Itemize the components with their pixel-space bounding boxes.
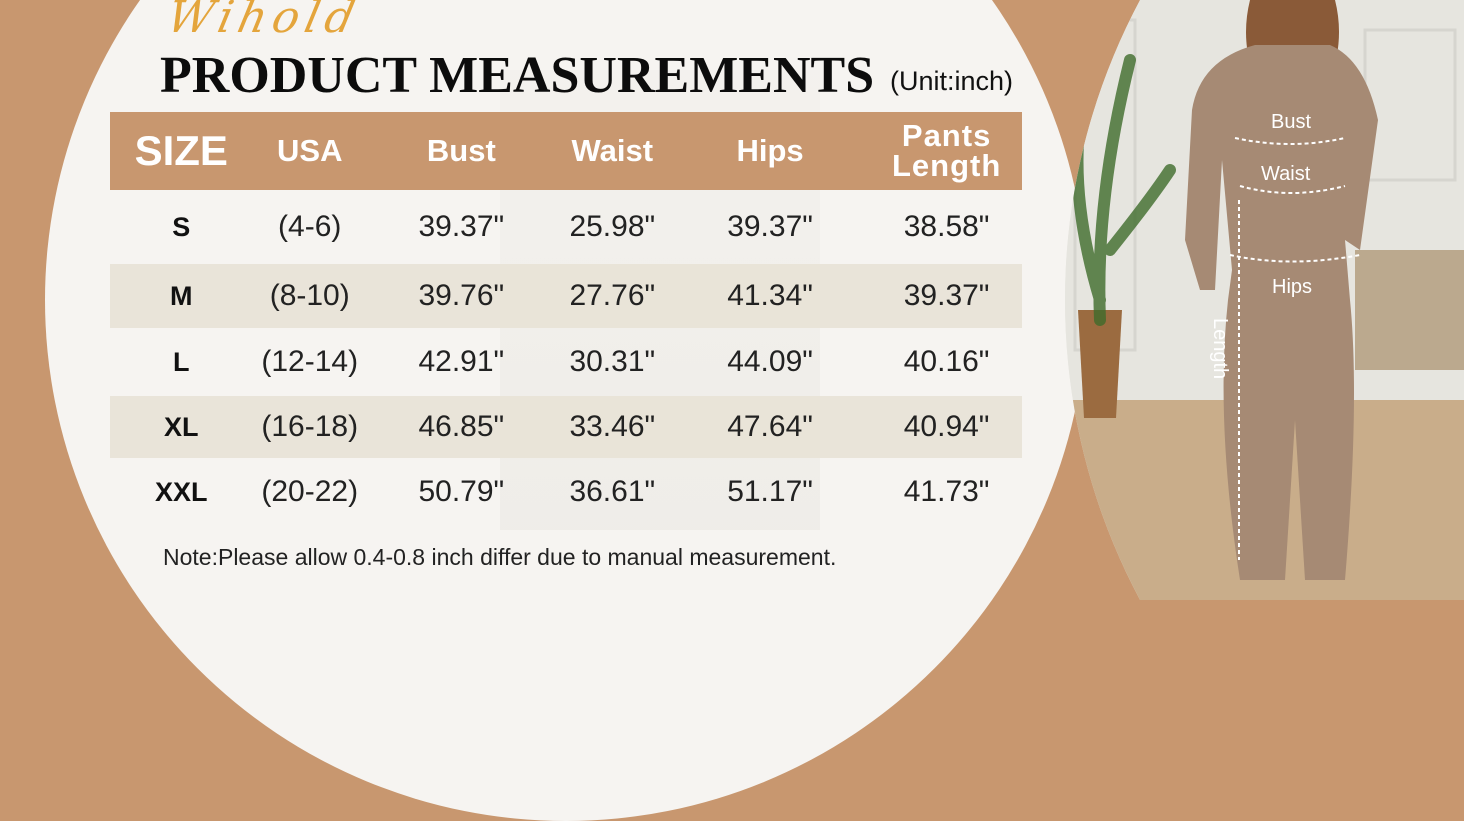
cell: 27.76" xyxy=(555,264,669,328)
cabinet xyxy=(1355,250,1464,370)
size-table: SIZE USA Bust Waist Hips Pants Length S … xyxy=(110,112,1022,526)
length-label: Length xyxy=(1209,318,1231,379)
table-header: SIZE USA Bust Waist Hips Pants Length xyxy=(110,112,1022,190)
cell: XL xyxy=(110,396,253,458)
header-usa: USA xyxy=(252,112,367,190)
cell: 40.94" xyxy=(871,396,1022,458)
cell: L xyxy=(172,346,190,377)
table-row: L (12-14) 42.91" 30.31" 44.09" 40.16" xyxy=(110,328,1022,396)
unit-label: (Unit:inch) xyxy=(890,66,1014,96)
cell: S xyxy=(172,211,191,242)
header-pants-length: Pants Length xyxy=(871,112,1022,190)
model-photo: Bust Waist Hips Length xyxy=(1065,0,1464,600)
cell: 33.46" xyxy=(555,396,669,458)
table-row: XL (16-18) 46.85" 33.46" 47.64" 40.94" xyxy=(110,396,1022,458)
cell: XXL xyxy=(154,476,208,507)
cell: 38.58" xyxy=(903,210,990,243)
bust-label: Bust xyxy=(1271,111,1311,133)
cell: (4-6) xyxy=(278,210,342,243)
table-row: S (4-6) 39.37" 25.98" 39.37" 38.58" xyxy=(110,190,1022,264)
loungewear-outfit xyxy=(1185,45,1378,580)
cell: 50.79" xyxy=(418,475,505,508)
bust-line xyxy=(1234,137,1346,145)
header-hips: Hips xyxy=(668,112,872,190)
waist-line xyxy=(1239,185,1346,194)
cell: 46.85" xyxy=(366,396,556,458)
cell: 36.61" xyxy=(569,475,656,508)
cell: 51.17" xyxy=(727,475,813,508)
table-row: M (8-10) 39.76" 27.76" 41.34" 39.37" xyxy=(110,264,1022,328)
cell: 44.09" xyxy=(727,345,813,378)
model-illustration: Bust Waist Hips Length xyxy=(1065,0,1464,600)
cell: (20-22) xyxy=(261,475,359,508)
cell: M xyxy=(110,264,253,328)
header-size: SIZE xyxy=(110,112,253,190)
cell: (16-18) xyxy=(252,396,367,458)
measurement-note: Note:Please allow 0.4-0.8 inch differ du… xyxy=(163,544,837,570)
hips-label: Hips xyxy=(1272,276,1312,298)
header-waist: Waist xyxy=(555,112,669,190)
hips-line xyxy=(1229,254,1361,263)
brand-logo: Wihold xyxy=(162,0,366,43)
cell: 39.37" xyxy=(418,210,505,243)
table-row: XXL (20-22) 50.79" 36.61" 51.17" 41.73" xyxy=(110,458,1022,526)
cell: (8-10) xyxy=(252,264,367,328)
cell: 30.31" xyxy=(569,345,656,378)
cell: 39.37" xyxy=(871,264,1022,328)
cell: 41.73" xyxy=(903,475,990,508)
cell: 42.91" xyxy=(418,345,505,378)
cell: (12-14) xyxy=(261,345,359,378)
cell: 25.98" xyxy=(569,210,656,243)
cell: 41.34" xyxy=(668,264,872,328)
header-bust: Bust xyxy=(366,112,556,190)
plant-pot xyxy=(1078,310,1122,418)
page-title: PRODUCT MEASUREMENTS xyxy=(160,47,875,104)
cell: 39.76" xyxy=(366,264,556,328)
cell: 47.64" xyxy=(668,396,872,458)
waist-label: Waist xyxy=(1261,163,1311,185)
cell: 40.16" xyxy=(903,345,990,378)
cell: 39.37" xyxy=(727,210,813,243)
